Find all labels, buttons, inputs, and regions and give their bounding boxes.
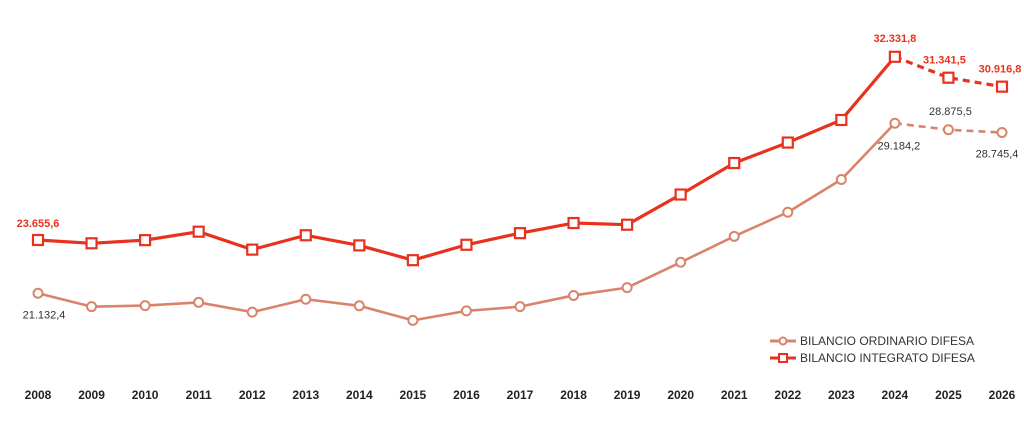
point-integrato-2008 — [31, 233, 45, 247]
x-tick-2021: 2021 — [721, 388, 748, 402]
point-integrato-2009 — [85, 237, 98, 250]
point-ordinario-2023 — [835, 174, 847, 186]
point-integrato-2018 — [567, 216, 580, 230]
x-tick-2019: 2019 — [614, 388, 641, 402]
point-ordinario-2010 — [139, 300, 151, 312]
series-markers — [31, 50, 1009, 326]
data-label-ordinario-2026: 28.745,4 — [976, 149, 1019, 161]
x-axis-ticks: 2008 2009 2010 2011 2012 2013 2014 2015 2016 2017… — [25, 388, 1016, 402]
data-label-integrato-2024: 32.331,8 — [873, 33, 916, 45]
point-ordinario-2016 — [460, 305, 472, 317]
point-integrato-2012 — [246, 243, 259, 256]
point-ordinario-2021 — [728, 230, 740, 242]
x-tick-2024: 2024 — [882, 388, 909, 402]
x-tick-2020: 2020 — [667, 388, 694, 402]
x-tick-2010: 2010 — [132, 388, 159, 402]
point-ordinario-2014 — [353, 300, 365, 312]
point-ordinario-2022 — [782, 206, 794, 218]
data-label-ordinario-2025: 28.875,5 — [929, 106, 972, 118]
data-labels: 23.655,6 32.331,8 31.341,5 30.916,8 21.132,4… — [17, 33, 1022, 322]
x-tick-2016: 2016 — [453, 388, 480, 402]
x-tick-2014: 2014 — [346, 388, 373, 402]
point-ordinario-2015 — [407, 314, 419, 326]
legend-marker-integrato — [778, 353, 788, 363]
point-integrato-2011 — [192, 225, 205, 238]
x-tick-2023: 2023 — [828, 388, 855, 402]
legend: BILANCIO ORDINARIO DIFESA BILANCIO INTEG… — [770, 334, 975, 365]
point-integrato-2023 — [835, 113, 848, 127]
point-integrato-2016 — [460, 238, 473, 251]
x-tick-2025: 2025 — [935, 388, 962, 402]
legend-item-ordinario: BILANCIO ORDINARIO DIFESA — [770, 334, 974, 348]
x-tick-2011: 2011 — [186, 388, 212, 402]
legend-item-integrato: BILANCIO INTEGRATO DIFESA — [770, 351, 975, 365]
point-integrato-2015 — [406, 254, 419, 267]
point-ordinario-2020 — [675, 256, 687, 268]
point-ordinario-2018 — [568, 289, 580, 301]
x-tick-2009: 2009 — [78, 388, 105, 402]
x-tick-2008: 2008 — [25, 388, 52, 402]
point-integrato-2014 — [353, 239, 366, 252]
point-integrato-2020 — [674, 188, 687, 201]
legend-label-integrato: BILANCIO INTEGRATO DIFESA — [800, 351, 975, 365]
point-ordinario-2012 — [246, 306, 258, 318]
legend-label-ordinario: BILANCIO ORDINARIO DIFESA — [800, 334, 974, 348]
point-integrato-2024 — [888, 50, 901, 63]
point-ordinario-2024 — [889, 117, 901, 129]
point-ordinario-2019 — [621, 282, 633, 294]
legend-marker-ordinario — [778, 336, 788, 346]
point-integrato-2022 — [781, 136, 794, 149]
data-label-ordinario-2008: 21.132,4 — [23, 309, 66, 321]
data-label-integrato-2008: 23.655,6 — [17, 218, 60, 230]
x-tick-2013: 2013 — [292, 388, 319, 402]
point-integrato-2021 — [728, 156, 741, 170]
series-lines — [37, 55, 1003, 322]
point-ordinario-2026 — [996, 127, 1008, 139]
data-label-ordinario-2024: 29.184,2 — [877, 140, 920, 152]
data-label-integrato-2025: 31.341,5 — [923, 55, 966, 67]
point-integrato-2017 — [513, 227, 527, 240]
point-integrato-2013 — [299, 229, 312, 242]
x-tick-2012: 2012 — [239, 388, 266, 402]
point-ordinario-2009 — [86, 301, 98, 313]
point-ordinario-2017 — [514, 301, 526, 313]
series-line-integrato — [37, 55, 897, 262]
point-integrato-2026 — [995, 80, 1009, 93]
x-tick-2017: 2017 — [507, 388, 534, 402]
x-tick-2022: 2022 — [774, 388, 801, 402]
series-line-ordinario — [37, 122, 896, 322]
point-ordinario-2013 — [300, 293, 312, 305]
point-ordinario-2008 — [32, 287, 44, 299]
point-ordinario-2025 — [942, 124, 954, 136]
point-integrato-2025 — [942, 71, 955, 84]
data-label-integrato-2026: 30.916,8 — [979, 64, 1022, 76]
x-tick-2026: 2026 — [989, 388, 1016, 402]
point-integrato-2019 — [621, 218, 634, 231]
point-integrato-2010 — [139, 234, 152, 247]
x-tick-2018: 2018 — [560, 388, 587, 402]
point-ordinario-2011 — [193, 296, 205, 308]
x-tick-2015: 2015 — [400, 388, 427, 402]
